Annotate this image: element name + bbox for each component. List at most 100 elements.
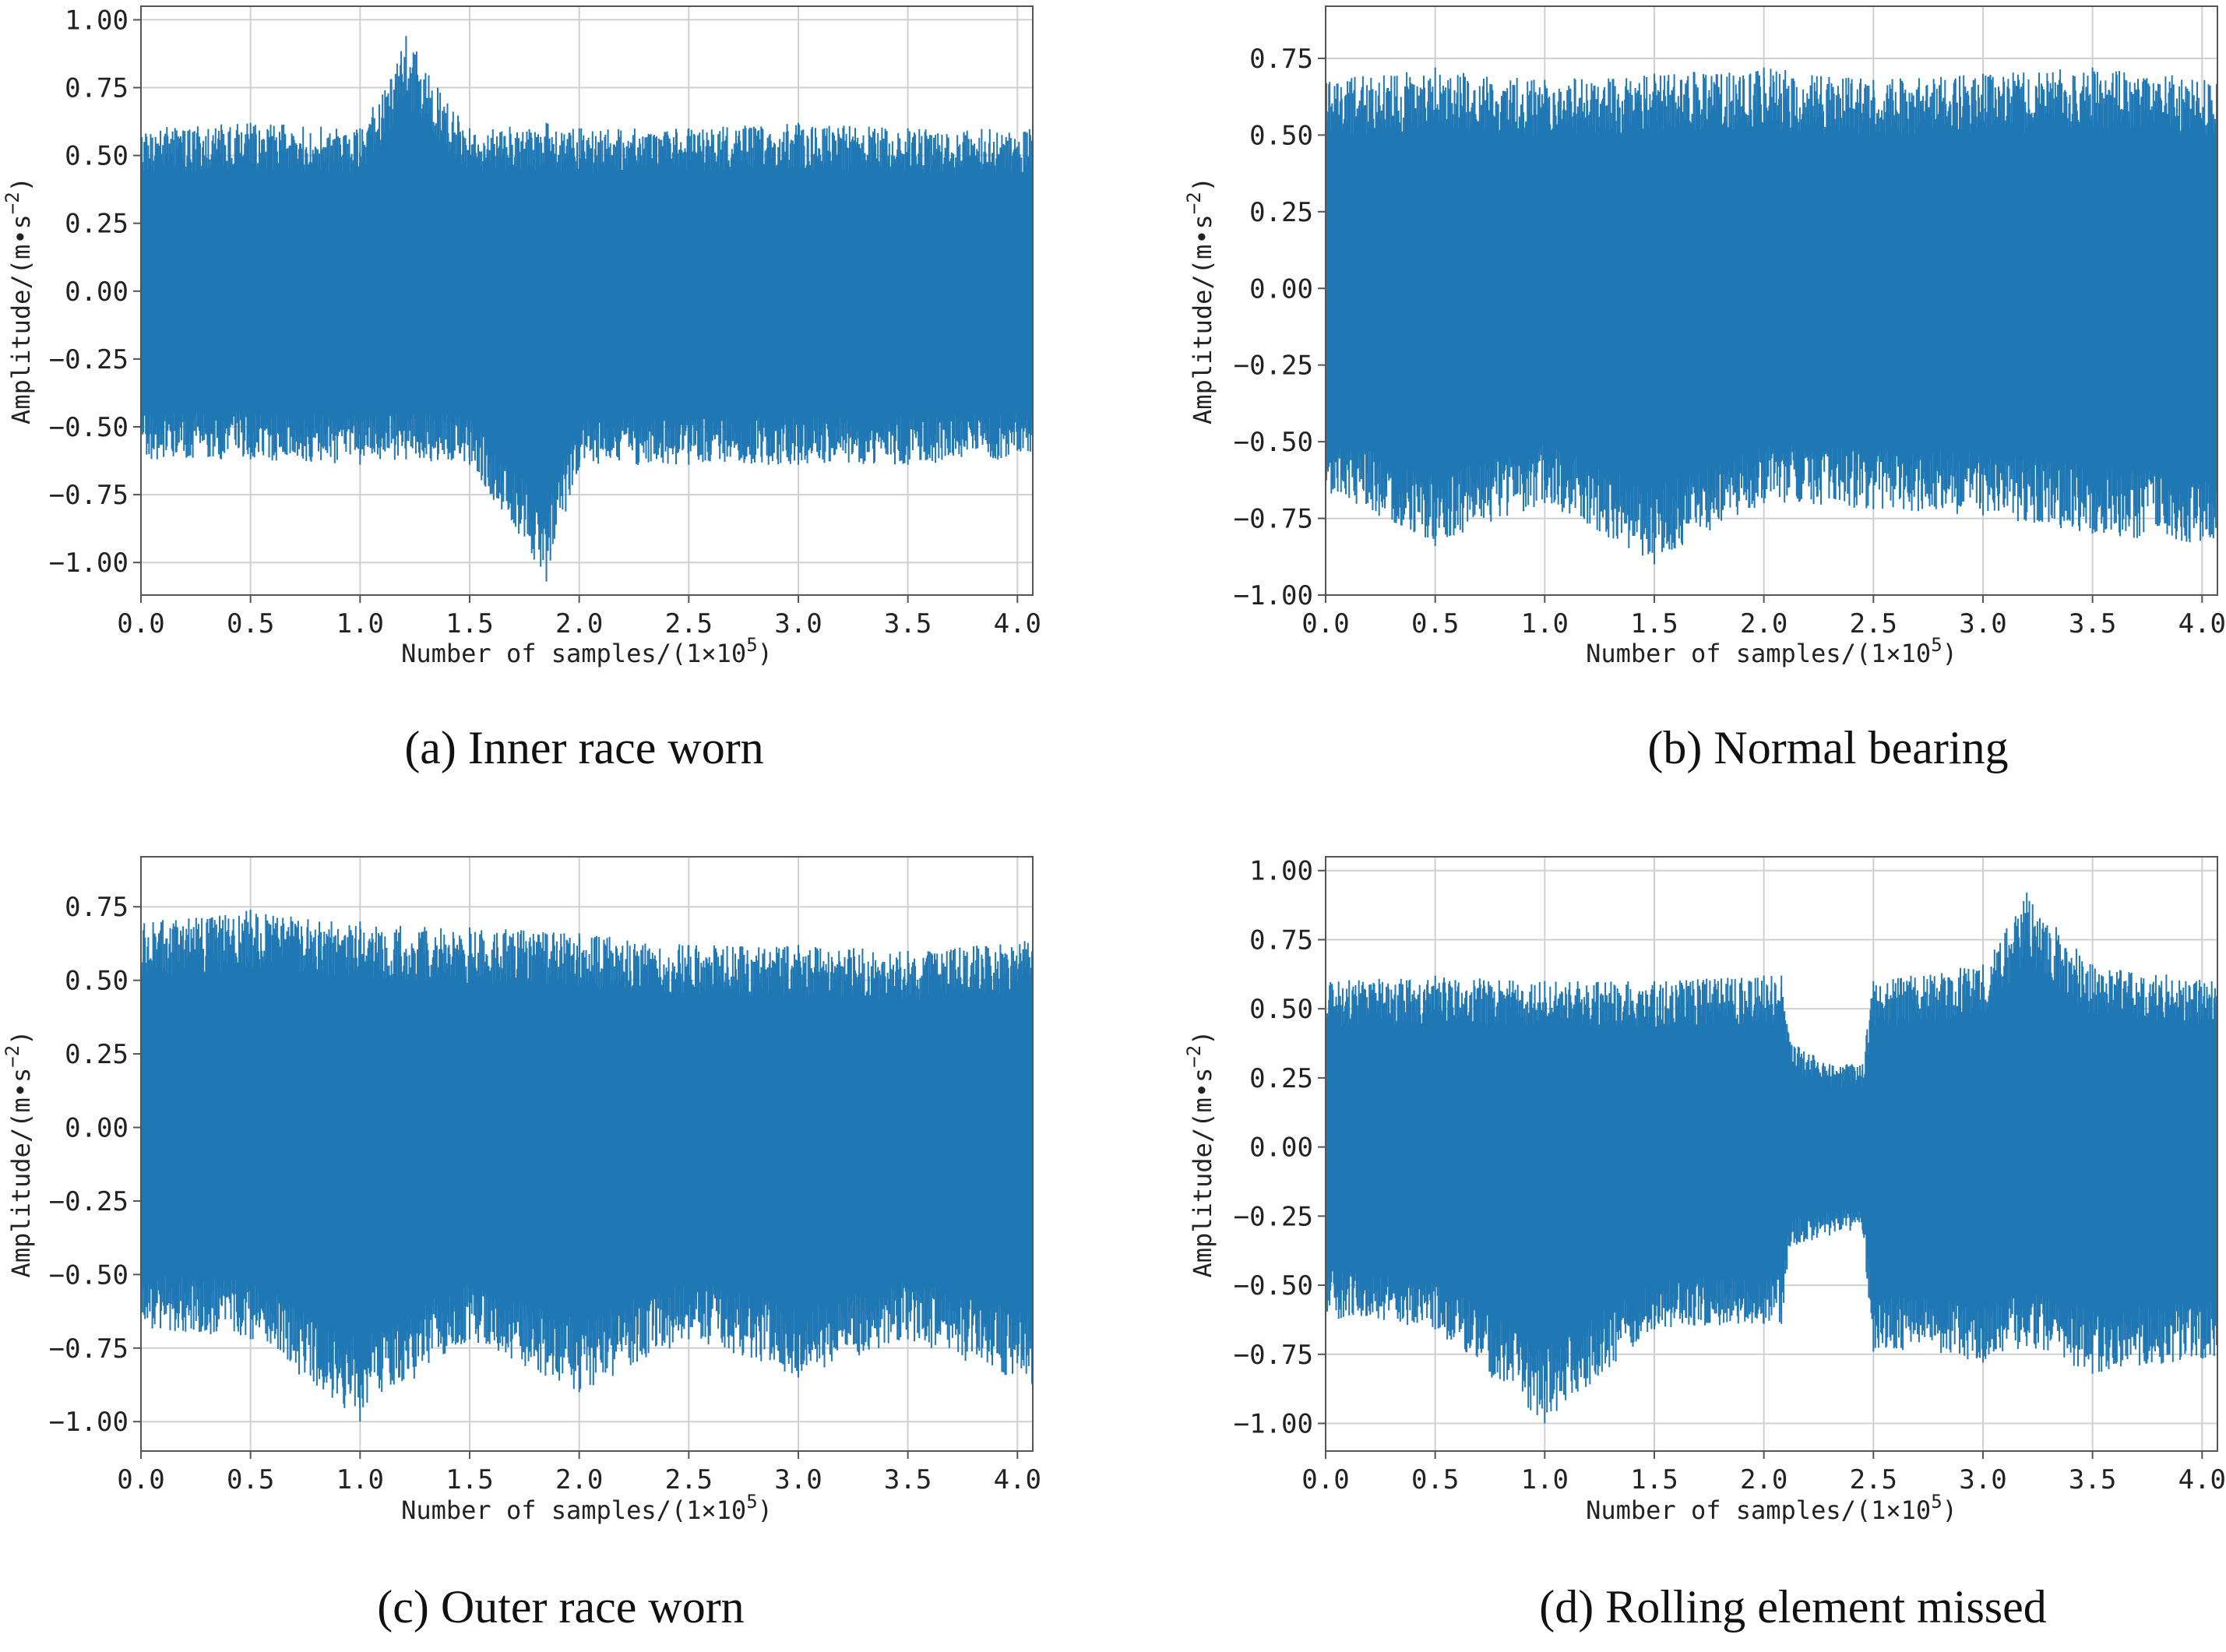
x-tick-label: 1.5 [1630, 1464, 1678, 1495]
x-tick-label: 0.0 [1301, 608, 1349, 639]
plot-frame [140, 5, 1034, 596]
x-axis-label-main: Number of samples/(1×10 [1586, 639, 1931, 668]
y-axis-label: Amplitude/(m•s−2) [2, 177, 36, 424]
y-axis-label-close: ) [6, 177, 36, 192]
x-tick-label: 1.0 [1521, 608, 1569, 639]
y-tick-label: 0.75 [1249, 44, 1313, 75]
x-tick-label: 2.0 [1740, 608, 1787, 639]
y-tick-label: −0.75 [1234, 1340, 1313, 1371]
x-axis-label-main: Number of samples/(1×10 [401, 1495, 746, 1525]
signal-series-line [140, 910, 1034, 1422]
y-tick-label: 1.00 [65, 5, 129, 36]
x-tick-label: 1.5 [446, 1464, 493, 1495]
y-axis-label: Amplitude/(m•s−2) [1183, 1030, 1217, 1278]
y-tick-label: 1.00 [1249, 856, 1313, 887]
y-axis-label-close: ) [6, 1030, 36, 1045]
y-axis-label-main: Amplitude/(m•s [6, 214, 36, 424]
x-tick-label: 3.0 [1959, 608, 2006, 639]
x-tick-label: 3.0 [1959, 1464, 2006, 1495]
x-axis-label: Number of samples/(1×105) [1586, 634, 1957, 668]
y-tick-label: −0.50 [1234, 1270, 1313, 1302]
y-tick-label: −1.00 [1234, 580, 1313, 611]
y-tick-label: 0.50 [65, 141, 129, 172]
y-axis-label-exponent: −2 [2, 1045, 23, 1068]
y-axis-label-close: ) [1188, 177, 1217, 192]
x-axis-label: Number of samples/(1×105) [401, 1491, 773, 1525]
y-tick-label: −0.50 [49, 412, 129, 443]
panel-caption: (d) Rolling element missed [1539, 1581, 2047, 1633]
x-tick-label: 0.5 [1411, 608, 1459, 639]
panel-caption: (b) Normal bearing [1647, 722, 2008, 773]
x-tick-label: 2.5 [665, 1464, 713, 1495]
x-tick-label: 1.0 [336, 608, 384, 639]
y-tick-label: −0.25 [49, 1186, 129, 1217]
x-axis-label-exponent: 5 [746, 634, 757, 656]
y-tick-label: −1.00 [49, 1407, 129, 1438]
chart-panel-4: 1.00 0.75 0.50 0.25 0.00 −0.25 −0.50 −0.75 −1.00… [1183, 856, 2226, 1633]
y-axis-label-exponent: −2 [1183, 192, 1205, 214]
y-axis-label-main: Amplitude/(m•s [1188, 1068, 1217, 1278]
y-tick-label: 0.75 [65, 892, 129, 923]
x-tick-label: 0.5 [1411, 1464, 1459, 1495]
y-tick-label: 0.25 [65, 1039, 129, 1070]
x-axis-label-main: Number of samples/(1×10 [401, 639, 746, 668]
x-tick-label: 2.5 [1850, 608, 1897, 639]
x-axis-label-close: ) [1942, 639, 1957, 668]
x-tick-label: 2.5 [665, 608, 713, 639]
x-tick-label: 3.0 [774, 1464, 822, 1495]
chart-panel-2: 0.75 0.50 0.25 0.00 −0.25 −0.50 −0.75 −1.000.0 0… [1183, 5, 2226, 773]
y-axis-label-main: Amplitude/(m•s [1188, 214, 1217, 424]
y-axis-label-exponent: −2 [1183, 1045, 1205, 1068]
panel-caption: (a) Inner race worn [404, 722, 763, 773]
x-tick-label: 1.5 [446, 608, 493, 639]
y-tick-label: −0.25 [1234, 350, 1313, 382]
x-axis-label-close: ) [758, 639, 773, 668]
y-tick-label: 0.50 [1249, 994, 1313, 1025]
y-tick-label: −1.00 [1234, 1409, 1313, 1440]
y-tick-label: −0.75 [49, 480, 129, 511]
y-tick-label: 0.50 [65, 966, 129, 997]
panel-caption: (c) Outer race worn [377, 1581, 744, 1633]
y-tick-label: 0.00 [1249, 1132, 1313, 1164]
y-tick-label: 0.00 [65, 277, 129, 308]
y-tick-label: 0.75 [1249, 925, 1313, 956]
y-tick-label: 0.25 [65, 209, 129, 240]
x-tick-label: 4.0 [994, 1464, 1041, 1495]
x-axis-label-close: ) [758, 1495, 773, 1525]
y-tick-label: −1.00 [49, 548, 129, 579]
x-axis-label: Number of samples/(1×105) [1586, 1491, 1957, 1525]
plot-frame [140, 856, 1034, 1452]
x-tick-label: 0.0 [117, 1464, 164, 1495]
x-axis-label-exponent: 5 [1931, 1491, 1942, 1513]
y-axis-label-main: Amplitude/(m•s [6, 1068, 36, 1278]
x-tick-label: 0.5 [227, 608, 274, 639]
signal-series-line [140, 36, 1034, 582]
y-tick-label: −0.50 [1234, 427, 1313, 458]
y-tick-label: 0.25 [1249, 197, 1313, 228]
x-axis-label-main: Number of samples/(1×10 [1586, 1495, 1931, 1525]
x-tick-label: 3.5 [884, 608, 932, 639]
x-tick-label: 2.0 [1740, 1464, 1787, 1495]
x-tick-label: 0.0 [1301, 1464, 1349, 1495]
x-axis-label-exponent: 5 [746, 1491, 757, 1513]
plot-frame [1325, 856, 2218, 1452]
x-tick-label: 3.5 [884, 1464, 932, 1495]
chart-panel-1: 1.00 0.75 0.50 0.25 0.00 −0.25 −0.50 −0.75 −1.00… [2, 5, 1041, 773]
x-tick-label: 0.5 [227, 1464, 274, 1495]
y-axis-label-exponent: −2 [2, 192, 23, 214]
x-axis-label-exponent: 5 [1931, 634, 1942, 656]
plot-frame [1325, 5, 2218, 596]
x-tick-label: 4.0 [2178, 608, 2226, 639]
y-axis-label-close: ) [1188, 1030, 1217, 1045]
x-tick-label: 3.5 [2069, 608, 2116, 639]
x-tick-label: 3.0 [774, 608, 822, 639]
y-tick-label: 0.75 [65, 73, 129, 104]
x-tick-label: 3.5 [2069, 1464, 2116, 1495]
x-tick-label: 4.0 [2178, 1464, 2226, 1495]
signal-series-line [1325, 893, 2218, 1424]
y-tick-label: −0.75 [1234, 504, 1313, 535]
y-tick-label: 0.25 [1249, 1063, 1313, 1094]
y-tick-label: −0.50 [49, 1259, 129, 1291]
x-tick-label: 1.0 [336, 1464, 384, 1495]
